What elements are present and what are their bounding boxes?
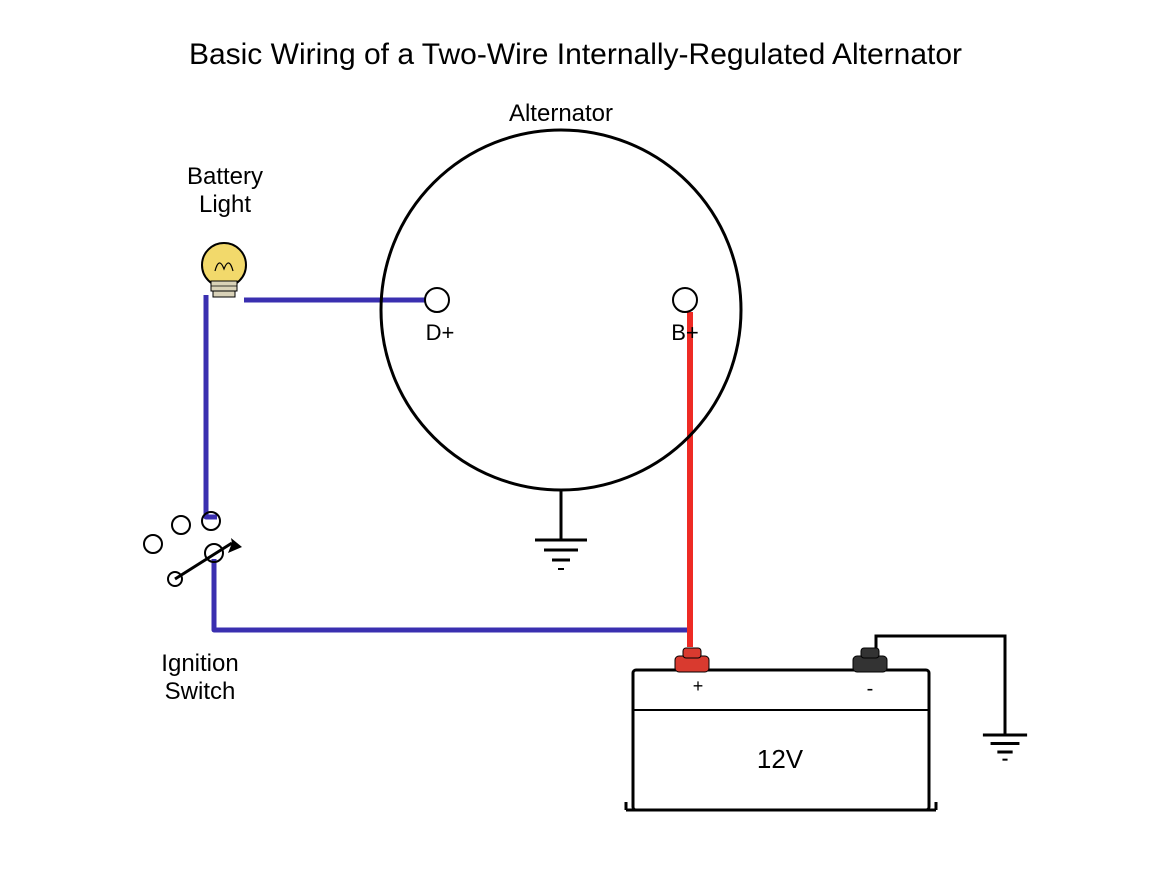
ignition-switch <box>144 512 242 586</box>
diagram-stage: Basic Wiring of a Two-Wire Internally-Re… <box>0 0 1151 880</box>
wire-bulb-to-ignition <box>206 295 217 517</box>
wire-battery-neg-to-ground <box>876 636 1005 735</box>
label-ignition-switch: Ignition Switch <box>115 650 285 705</box>
diagram-svg <box>0 0 1151 880</box>
ground-symbol <box>535 540 587 569</box>
wire-ignition-to-battery <box>214 559 690 630</box>
ground-symbol <box>983 735 1027 760</box>
label-b-plus: B+ <box>655 320 715 345</box>
battery <box>626 648 936 810</box>
label-battery-voltage: 12V <box>730 745 830 775</box>
label-battery-plus: + <box>688 676 708 697</box>
battery-light-bulb <box>202 243 246 297</box>
d-plus-terminal <box>425 288 449 312</box>
label-battery-light: Battery Light <box>140 163 310 218</box>
label-alternator: Alternator <box>461 100 661 128</box>
label-d-plus: D+ <box>410 320 470 345</box>
b-plus-terminal <box>673 288 697 312</box>
label-battery-minus: - <box>860 678 880 701</box>
